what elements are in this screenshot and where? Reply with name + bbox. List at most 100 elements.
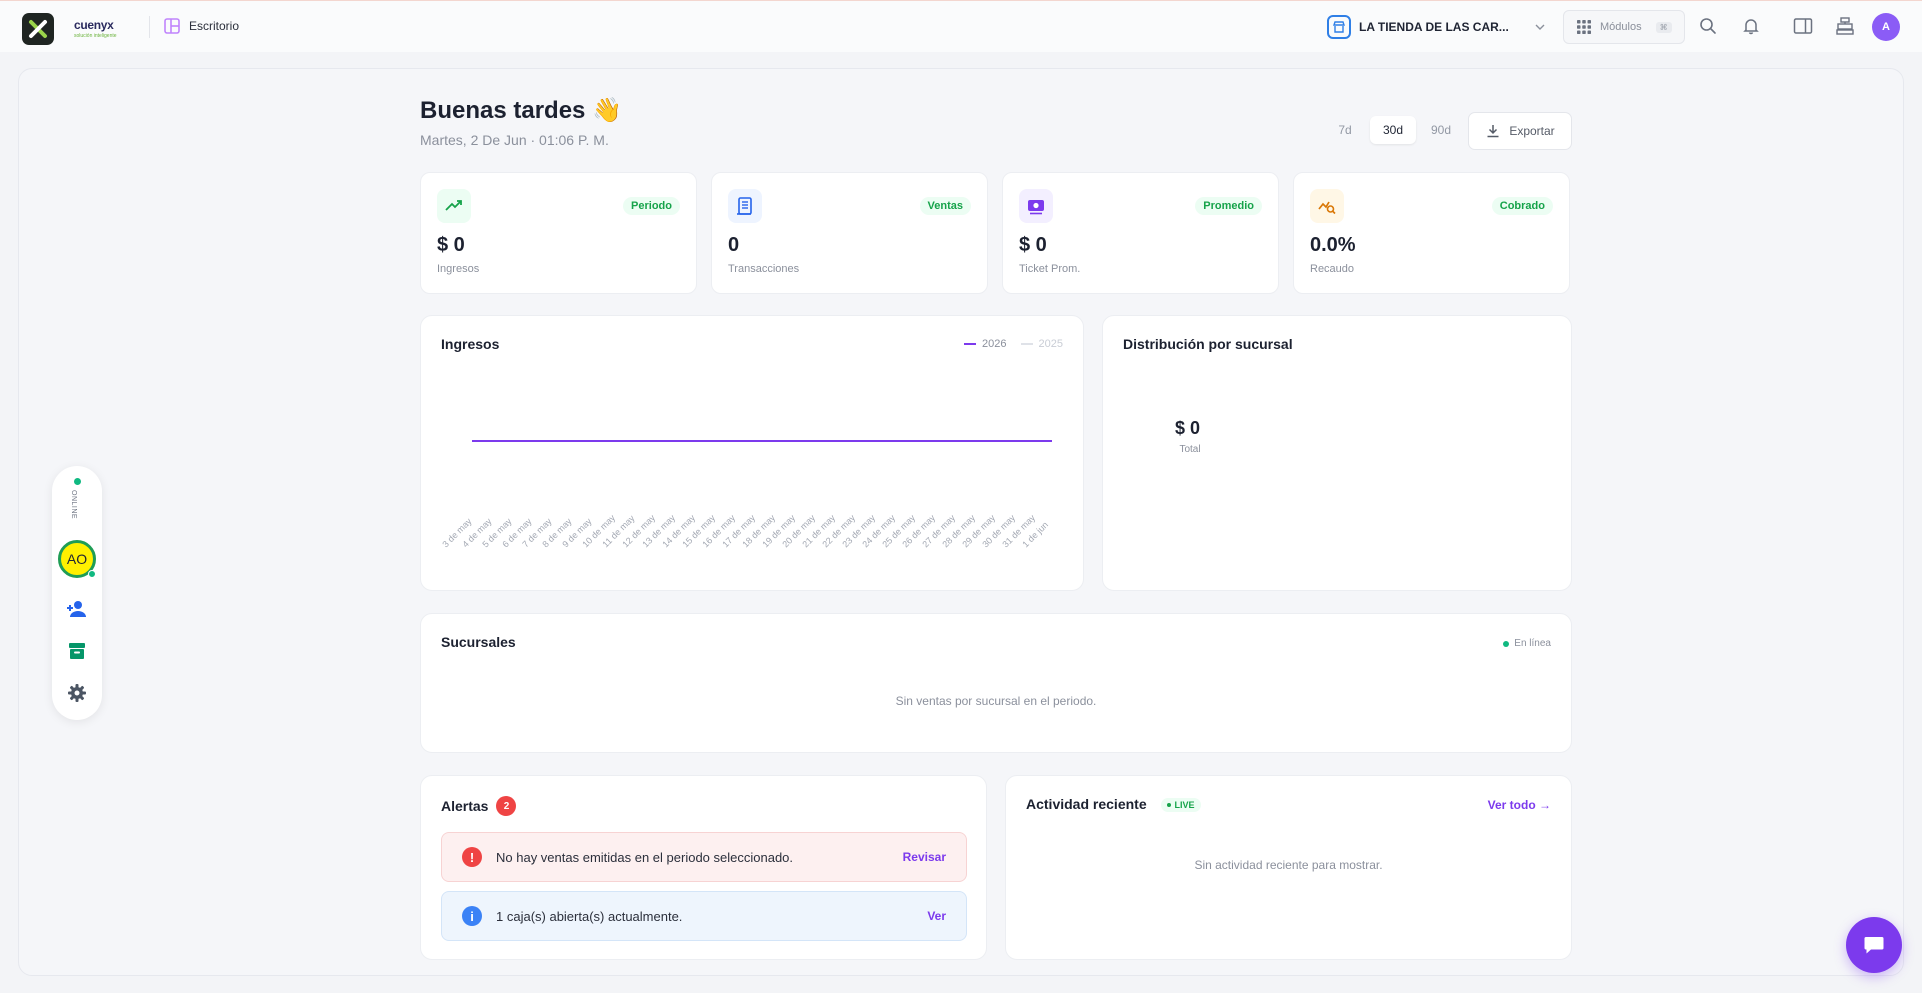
brand-tagline: solución inteligente [74,33,117,39]
kpi-card-recaudo: Cobrado 0.0% Recaudo [1293,172,1570,294]
kpi-label: Ingresos [437,263,480,275]
ver-todo-link[interactable]: Ver todo → [1487,798,1551,812]
app-logo[interactable] [22,13,54,45]
distribucion-card: Distribución por sucursal $ 0 Total [1102,315,1572,591]
alertas-header: Alertas 2 [441,796,517,816]
layout-icon [164,18,180,34]
search-icon [1700,18,1716,34]
gear-icon [68,684,86,702]
legend-label-2025: 2025 [1038,338,1063,350]
breadcrumb-label: Escritorio [189,19,240,33]
search-button[interactable] [1697,15,1719,37]
kpi-card-ingresos: Periodo $ 0 Ingresos [420,172,697,294]
bell-icon [1743,19,1759,35]
legend-label-2026: 2026 [982,338,1007,350]
actividad-title: Actividad reciente [1026,796,1147,812]
actividad-empty-text: Sin actividad reciente para mostrar. [1194,858,1383,872]
user-avatar-initial: A [1882,21,1890,33]
store-icon [1327,15,1351,39]
status-dot [1503,640,1510,647]
chart-legend: 2026 2025 [964,338,1063,350]
floating-sidebar: ONLINE AO [52,466,102,720]
kpi-tag: Periodo [623,197,680,215]
export-button[interactable]: Exportar [1468,112,1572,150]
ingresos-title: Ingresos [441,336,500,352]
top-bar: cuenyx solución inteligente Escritorio L… [0,0,1922,52]
range-selector: 7d 30d 90d [1322,116,1464,144]
kpi-label: Ticket Prom. [1019,263,1081,275]
grid-icon [1577,20,1591,34]
chat-button[interactable] [1846,917,1902,973]
range-7d-button[interactable]: 7d [1338,123,1352,137]
brand-name: cuenyx [74,18,114,32]
distribucion-total-label: Total [1179,444,1201,455]
kpi-tag: Ventas [919,197,971,215]
kpi-value: $ 0 [1019,234,1047,256]
archive-button[interactable] [66,640,88,662]
alert-text: No hay ventas emitidas en el periodo sel… [496,849,794,865]
modules-button[interactable]: Módulos ⌘ [1563,10,1685,44]
alert-view-link[interactable]: Ver [927,909,946,923]
sucursales-title: Sucursales [441,634,516,650]
user-avatar-ao[interactable]: AO [58,540,96,578]
modules-label: Módulos [1600,21,1642,33]
receipt-icon [728,189,762,223]
sidebar-panel-icon [1793,18,1813,34]
modules-shortcut: ⌘ [1655,21,1672,33]
add-user-icon [67,601,86,617]
alert-item: ! No hay ventas emitidas en el periodo s… [441,832,967,882]
sucursales-status-label: En línea [1514,638,1551,649]
sucursales-status: En línea [1503,638,1551,649]
legend-item-2026[interactable]: 2026 [964,338,1007,350]
online-status-label: ONLINE [70,490,77,520]
user-avatar[interactable]: A [1872,13,1900,41]
alert-info-icon: i [462,906,482,926]
brand-wordmark: cuenyx solución inteligente [74,17,117,39]
chat-icon [1864,937,1884,954]
sucursales-card: Sucursales En línea Sin ventas por sucur… [420,613,1572,753]
ticket-icon [1019,189,1053,223]
archive-icon [69,643,85,659]
kpi-tag: Cobrado [1491,197,1553,215]
panel-toggle-button[interactable] [1792,15,1814,37]
actividad-header: Actividad reciente LIVE [1026,796,1201,813]
logo-x-icon [29,20,47,38]
store-name: LA TIENDA DE LAS CAR... [1359,20,1509,34]
alertas-count-badge: 2 [496,796,517,816]
notifications-button[interactable] [1740,15,1762,37]
store-selector[interactable]: LA TIENDA DE LAS CAR... [1327,15,1547,39]
kpi-card-transacciones: Ventas 0 Transacciones [711,172,988,294]
cash-register-button[interactable] [1834,15,1856,37]
legend-item-2025[interactable]: 2025 [1020,338,1063,350]
online-dot [74,478,81,485]
chart-search-icon [1310,189,1344,223]
alert-text: 1 caja(s) abierta(s) actualmente. [496,908,683,924]
trend-up-icon [437,189,471,223]
alertas-card: Alertas 2 ! No hay ventas emitidas en el… [420,775,987,960]
alert-error-icon: ! [462,847,482,867]
sucursales-empty-text: Sin ventas por sucursal en el periodo. [895,694,1097,708]
kpi-card-ticket: Promedio $ 0 Ticket Prom. [1002,172,1279,294]
avatar-online-dot [88,570,96,578]
settings-button[interactable] [66,682,88,704]
alert-item: i 1 caja(s) abierta(s) actualmente. Ver [441,891,967,941]
cash-register-icon [1836,17,1854,35]
range-90d-button[interactable]: 90d [1430,123,1452,137]
add-user-button[interactable] [66,598,88,620]
actividad-card: Actividad reciente LIVE Ver todo → Sin a… [1005,775,1572,960]
breadcrumb[interactable]: Escritorio [163,17,239,35]
alert-review-link[interactable]: Revisar [902,850,946,864]
distribucion-total-value: $ 0 [1175,418,1201,438]
kpi-label: Transacciones [728,263,800,275]
range-30d-button[interactable]: 30d [1370,116,1416,144]
page-title: Buenas tardes 👋 [420,97,622,124]
kpi-tag: Promedio [1195,197,1262,215]
download-icon [1487,125,1499,138]
kpi-value: $ 0 [437,234,465,256]
export-label: Exportar [1509,124,1555,138]
ingresos-card: Ingresos 2026 2025 3 de may 4 de may 5 de … [420,315,1084,591]
alertas-title: Alertas [441,798,489,814]
kpi-value: 0.0% [1310,234,1356,256]
live-label: LIVE [1174,800,1195,811]
